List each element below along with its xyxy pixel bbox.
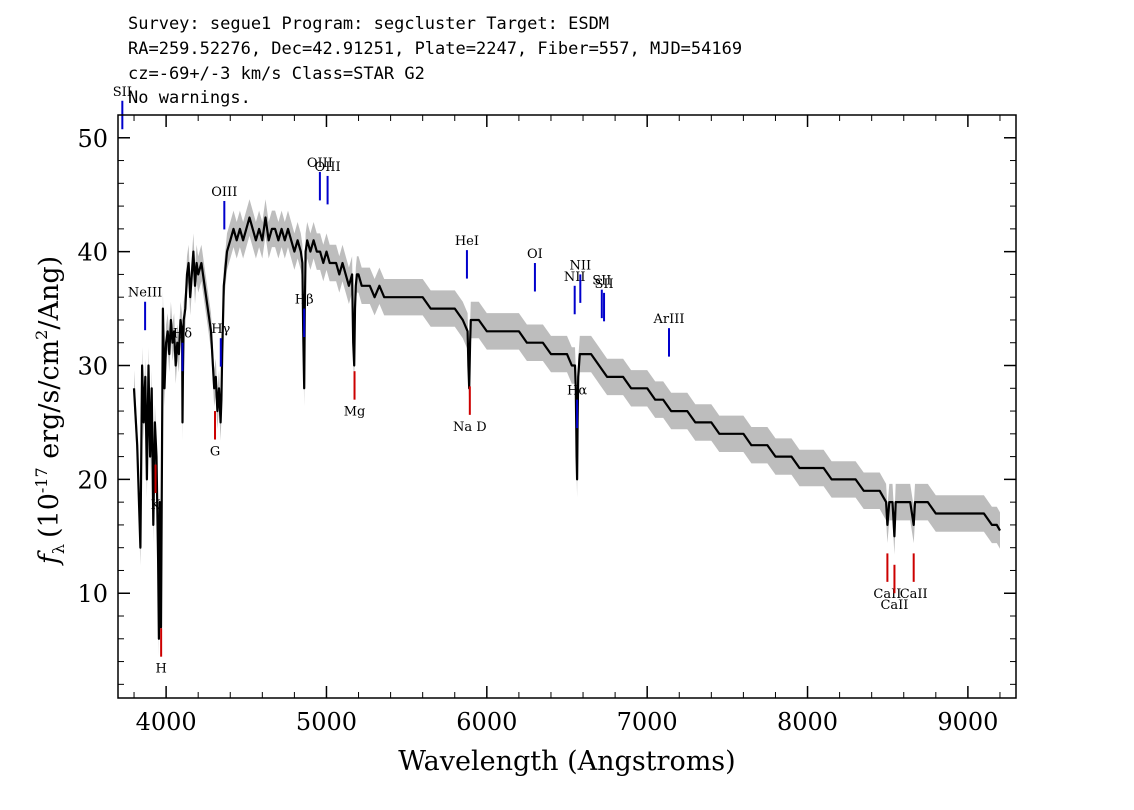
emission-line-label: SII [113,85,132,100]
absorption-line-label: H [155,662,166,677]
emission-line-label: Hδ [173,327,192,342]
y-axis-exponent-2: 2 [32,330,51,340]
absorption-line-label: G [210,445,220,460]
absorption-line-label: CaII [900,587,928,602]
emission-line-label: Hβ [295,293,314,308]
x-tick-label: 9000 [937,708,998,736]
header-line-2: RA=259.52276, Dec=42.91251, Plate=2247, … [128,39,742,59]
emission-line-label: NeIII [128,286,162,301]
absorption-line-label: CaII [880,598,908,613]
error-band-area [134,199,1000,658]
x-tick-label: 7000 [617,708,678,736]
x-axis-title: Wavelength (Angstroms) [398,746,735,777]
error-band [134,199,1000,658]
y-tick-label: 40 [77,239,108,267]
emission-line-label: SII [594,277,613,292]
y-tick-label: 20 [77,466,108,494]
emission-line-label: ArIII [652,312,684,327]
emission-line-label: OIII [315,160,341,175]
y-axis-unit-open: (10 [34,493,65,538]
emission-line-label: OI [527,247,543,262]
emission-line-label: Hα [567,384,587,399]
y-axis-subscript: λ [49,544,68,554]
svg-text:fλ(10-17 erg/s/cm2/Ang): fλ (10-17 erg/s/cm2/Ang) [32,256,68,566]
x-tick-label: 4000 [136,708,197,736]
header: Survey: segue1 Program: segcluster Targe… [128,14,742,108]
emission-line-label: NII [569,258,591,273]
x-tick-label: 6000 [456,708,517,736]
header-line-3: cz=-69+/-3 km/s Class=STAR G2 [128,64,425,84]
emission-line-label: OIII [307,156,333,171]
header-line-1: Survey: segue1 Program: segcluster Targe… [128,14,609,34]
y-axis-unit-close: /Ang) [34,256,65,330]
y-axis-title: fλ (10-17 erg/s/cm2/Ang) [32,256,68,566]
y-tick-label: 10 [77,580,108,608]
y-axis-exponent: -17 [32,467,51,493]
x-tick-label: 5000 [296,708,357,736]
y-axis-symbol: f [34,550,65,566]
flux-series [132,216,1001,640]
emission-line-label: SII [592,274,611,289]
y-axis-unit-mid: erg/s/cm [34,340,65,468]
plot-frame [117,114,1017,699]
absorption-line-label: K [151,498,161,513]
absorption-line-label: Na D [453,420,487,435]
header-line-4: No warnings. [128,88,251,108]
axis-ticks: 4000 5000 6000 7000 8000 9000 10 20 30 40 50 [77,114,1016,736]
y-tick-label: 50 [77,125,108,153]
absorption-line-label: Mg [344,405,366,420]
y-tick-label: 30 [77,353,108,381]
emission-line-label: OIII [211,185,237,200]
emission-line-label: Hγ [211,322,230,337]
flux-line [132,216,1001,640]
emission-line-label: HeI [455,234,479,249]
x-tick-label: 8000 [777,708,838,736]
